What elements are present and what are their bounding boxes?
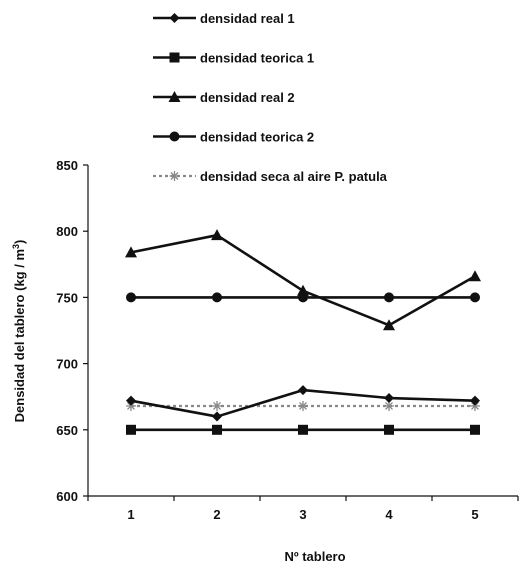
- x-tick-label: 4: [385, 507, 393, 522]
- legend-entry: densidad real 1: [153, 11, 295, 26]
- legend-label: densidad teorica 1: [200, 51, 314, 66]
- data-point: [298, 400, 308, 411]
- legend-entry: densidad teorica 2: [153, 130, 314, 145]
- x-axis-label: Nº tablero: [284, 549, 345, 564]
- data-point: [383, 319, 395, 331]
- x-tick-label: 1: [127, 507, 134, 522]
- legend-marker: [168, 91, 181, 102]
- legend-entry: densidad seca al aire P. patula: [153, 169, 388, 184]
- data-point: [469, 270, 481, 282]
- series-line: [130, 233, 476, 327]
- asterisk-stroke: [170, 172, 179, 180]
- data-point: [470, 424, 480, 435]
- y-axis-label-close: ): [12, 240, 27, 244]
- series-densidad-real-1: [126, 385, 480, 422]
- data-point: [470, 292, 480, 303]
- legend-label: densidad real 2: [200, 90, 295, 105]
- x-tick-label: 5: [471, 507, 478, 522]
- data-point: [298, 385, 308, 396]
- legend-marker: [169, 131, 180, 142]
- y-tick-label: 700: [56, 357, 78, 372]
- data-point: [298, 424, 308, 435]
- x-tick-label: 3: [299, 507, 306, 522]
- asterisk-stroke: [127, 402, 135, 410]
- y-axis-label-superscript: 3: [11, 244, 21, 249]
- y-tick-label: 600: [56, 489, 78, 504]
- y-tick-label: 800: [56, 224, 78, 239]
- data-point: [126, 292, 136, 303]
- asterisk-stroke: [299, 402, 307, 410]
- series-densidad-teorica-1: [126, 424, 480, 435]
- asterisk-stroke: [471, 402, 479, 410]
- y-tick-label: 750: [56, 290, 78, 305]
- series-layer: [125, 229, 481, 435]
- legend-entry: densidad real 2: [153, 90, 295, 105]
- legend-marker: [169, 13, 180, 23]
- asterisk-stroke: [213, 402, 221, 410]
- data-point: [212, 424, 222, 435]
- legend-marker: [169, 171, 180, 181]
- data-point: [211, 229, 223, 241]
- data-point: [384, 393, 394, 404]
- legend-entry: densidad teorica 1: [153, 51, 314, 66]
- data-point: [126, 424, 136, 435]
- data-point: [297, 284, 309, 296]
- data-point: [212, 292, 222, 303]
- x-tick-label: 2: [213, 507, 220, 522]
- data-point: [125, 246, 137, 258]
- data-point: [212, 400, 222, 411]
- legend-label: densidad teorica 2: [200, 130, 314, 145]
- data-point: [126, 395, 136, 406]
- asterisk-stroke: [385, 402, 393, 410]
- data-point: [470, 400, 480, 411]
- y-axis-label: Densidad del tablero (kg / m3): [11, 240, 27, 423]
- y-tick-label: 850: [56, 158, 78, 173]
- legend: densidad real 1 densidad teorica 1 densida…: [153, 11, 388, 184]
- series-densidad-real-2: [125, 229, 481, 331]
- data-point: [212, 411, 222, 422]
- legend-marker: [169, 52, 180, 63]
- axes: 600 650 700 750 800 850 1 2 3 4 5: [56, 158, 519, 522]
- data-point: [470, 395, 480, 406]
- y-tick-label: 650: [56, 423, 78, 438]
- data-point: [384, 292, 394, 303]
- y-axis-label-main: Densidad del tablero (kg / m: [12, 249, 27, 422]
- legend-label: densidad real 1: [200, 11, 295, 26]
- legend-label: densidad seca al aire P. patula: [200, 169, 388, 184]
- data-point: [384, 424, 394, 435]
